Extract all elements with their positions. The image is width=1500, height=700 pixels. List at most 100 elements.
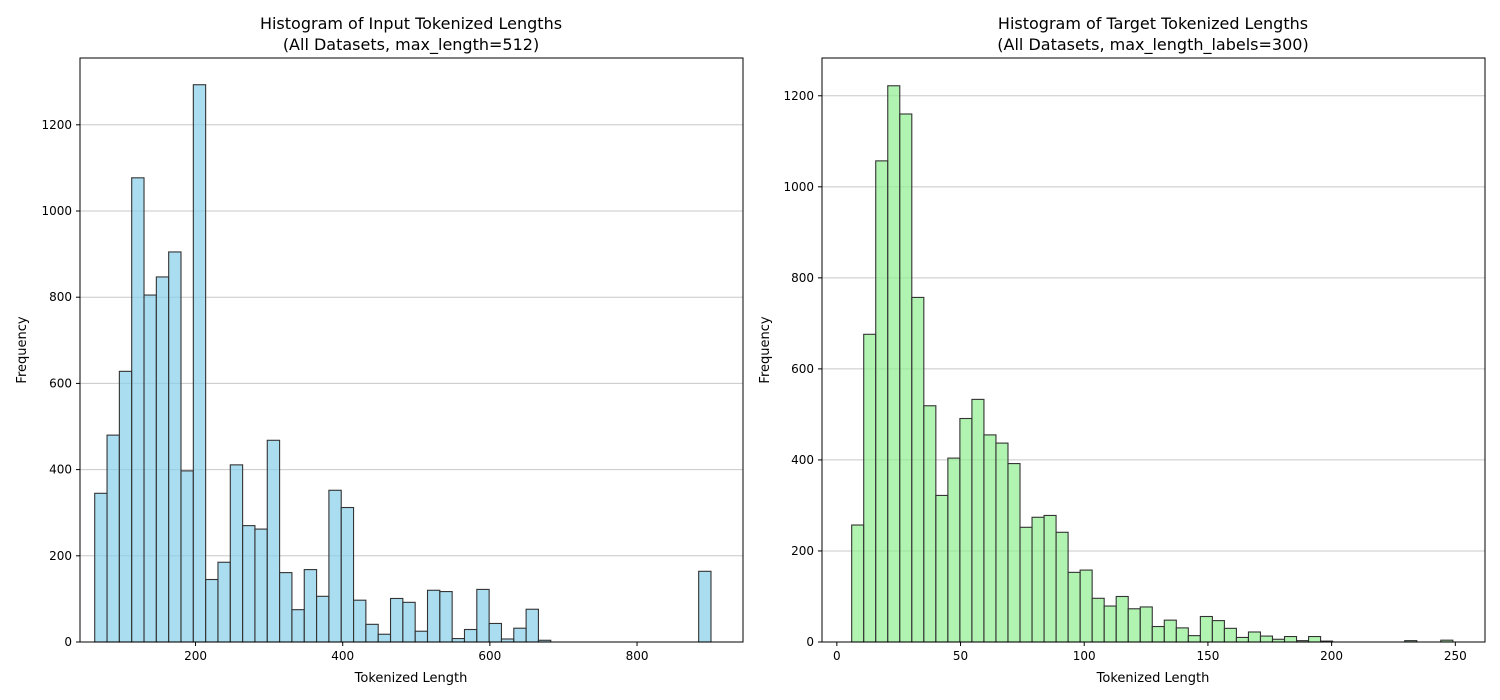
x-tick-label: 50 bbox=[953, 649, 968, 663]
x-tick-label: 800 bbox=[626, 649, 649, 663]
histogram-bar bbox=[402, 601, 416, 643]
y-tick-label: 600 bbox=[49, 376, 72, 390]
x-tick-label: 150 bbox=[1196, 649, 1219, 663]
histogram-bar bbox=[911, 296, 925, 643]
histogram-bar bbox=[923, 405, 937, 643]
histogram-bar bbox=[353, 599, 367, 643]
histogram-bar bbox=[1139, 606, 1153, 643]
histogram-bar bbox=[525, 608, 539, 643]
histogram-bar bbox=[476, 588, 490, 643]
x-tick-label: 250 bbox=[1444, 649, 1467, 663]
y-tick-label: 0 bbox=[806, 635, 814, 649]
histogram-bar bbox=[1055, 531, 1069, 643]
histogram-bar bbox=[155, 276, 170, 643]
histogram-bar bbox=[414, 630, 429, 643]
y-tick-label: 200 bbox=[791, 544, 814, 558]
histogram-bar bbox=[1235, 636, 1249, 643]
histogram-bar bbox=[291, 609, 305, 643]
y-tick-label: 1200 bbox=[41, 118, 72, 132]
histogram-bar bbox=[1223, 627, 1237, 643]
y-tick-label: 1000 bbox=[783, 180, 814, 194]
histogram-bars bbox=[94, 84, 712, 643]
y-tick-label: 400 bbox=[49, 463, 72, 477]
histogram-bar bbox=[118, 370, 133, 643]
histogram-bar bbox=[303, 569, 318, 643]
histogram-bar bbox=[488, 622, 503, 643]
input-length-histogram: Histogram of Input Tokenized Lengths (Al… bbox=[15, 14, 744, 686]
x-axis-ticks: 0 50 100 150 200 250 bbox=[833, 642, 1467, 663]
histogram-bar bbox=[1283, 635, 1298, 643]
histogram-bar bbox=[463, 628, 478, 643]
histogram-bar bbox=[451, 638, 466, 643]
histogram-bar bbox=[1211, 620, 1225, 643]
histogram-bar bbox=[959, 417, 973, 643]
histogram-bar bbox=[971, 398, 985, 643]
histogram-bar bbox=[279, 572, 293, 643]
histogram-bar bbox=[1163, 619, 1177, 643]
histogram-bar bbox=[1187, 635, 1201, 643]
histogram-bar bbox=[875, 160, 889, 643]
histogram-bar bbox=[340, 506, 355, 643]
plot-frame bbox=[79, 57, 744, 643]
histogram-bar bbox=[1175, 627, 1189, 643]
histogram-bar bbox=[365, 623, 379, 643]
histogram-bar bbox=[1079, 569, 1093, 643]
chart-title: Histogram of Input Tokenized Lengths bbox=[260, 14, 562, 33]
histogram-bar bbox=[1007, 463, 1021, 643]
y-axis-label: Frequency bbox=[758, 316, 773, 383]
x-axis-ticks: 200 400 600 800 bbox=[184, 642, 648, 663]
histogram-bar bbox=[254, 528, 268, 643]
histogram-bar bbox=[1103, 605, 1117, 643]
histogram-bar bbox=[205, 578, 219, 643]
y-tick-label: 0 bbox=[64, 635, 72, 649]
histogram-bar bbox=[995, 442, 1009, 643]
histogram-bar bbox=[1259, 635, 1274, 643]
histogram-bar bbox=[935, 494, 949, 643]
histogram-bar bbox=[439, 591, 453, 643]
y-tick-label: 800 bbox=[791, 271, 814, 285]
histogram-bar bbox=[513, 627, 527, 643]
histogram-bar bbox=[328, 489, 342, 643]
histogram-bar bbox=[389, 597, 404, 643]
x-tick-label: 100 bbox=[1073, 649, 1096, 663]
histogram-bar bbox=[1151, 625, 1165, 643]
histogram-bar bbox=[698, 570, 712, 643]
x-axis-label: Tokenized Length bbox=[1096, 671, 1210, 686]
histogram-bar bbox=[106, 434, 120, 643]
histogram-bar bbox=[131, 177, 145, 643]
histogram-bar bbox=[377, 633, 392, 643]
chart-subtitle: (All Datasets, max_length_labels=300) bbox=[997, 35, 1308, 55]
histogram-bar bbox=[180, 470, 194, 643]
histogram-bar bbox=[1199, 615, 1213, 643]
histogram-bar bbox=[426, 589, 441, 643]
histogram-bar bbox=[1247, 631, 1262, 643]
histogram-bar bbox=[229, 464, 244, 643]
histogram-bar bbox=[1019, 526, 1033, 643]
histogram-bar bbox=[1127, 608, 1141, 643]
histogram-bar bbox=[1043, 514, 1057, 643]
histogram-bar bbox=[1067, 571, 1081, 643]
x-tick-label: 400 bbox=[331, 649, 354, 663]
grid-lines bbox=[80, 124, 743, 557]
histogram-bar bbox=[863, 333, 877, 643]
y-axis-ticks: 0 200 400 600 800 1000 1200 bbox=[41, 118, 80, 649]
histogram-bar bbox=[947, 457, 961, 643]
y-tick-label: 400 bbox=[791, 453, 814, 467]
histogram-bar bbox=[94, 492, 108, 643]
x-axis-label: Tokenized Length bbox=[354, 671, 468, 686]
histogram-bar bbox=[1115, 595, 1129, 643]
histogram-bar bbox=[143, 294, 157, 643]
histogram-bar bbox=[1091, 597, 1105, 643]
y-axis-label: Frequency bbox=[15, 316, 30, 383]
histogram-bar bbox=[192, 84, 207, 643]
histogram-bar bbox=[1308, 635, 1322, 643]
chart-title: Histogram of Target Tokenized Lengths bbox=[998, 14, 1308, 33]
y-tick-label: 1200 bbox=[783, 89, 814, 103]
y-tick-label: 1000 bbox=[41, 204, 72, 218]
histogram-bar bbox=[887, 85, 901, 643]
histogram-bars bbox=[851, 85, 1454, 643]
histogram-bar bbox=[899, 113, 913, 643]
y-axis-ticks: 0 200 400 600 800 1000 1200 bbox=[783, 89, 822, 649]
x-tick-label: 0 bbox=[833, 649, 841, 663]
